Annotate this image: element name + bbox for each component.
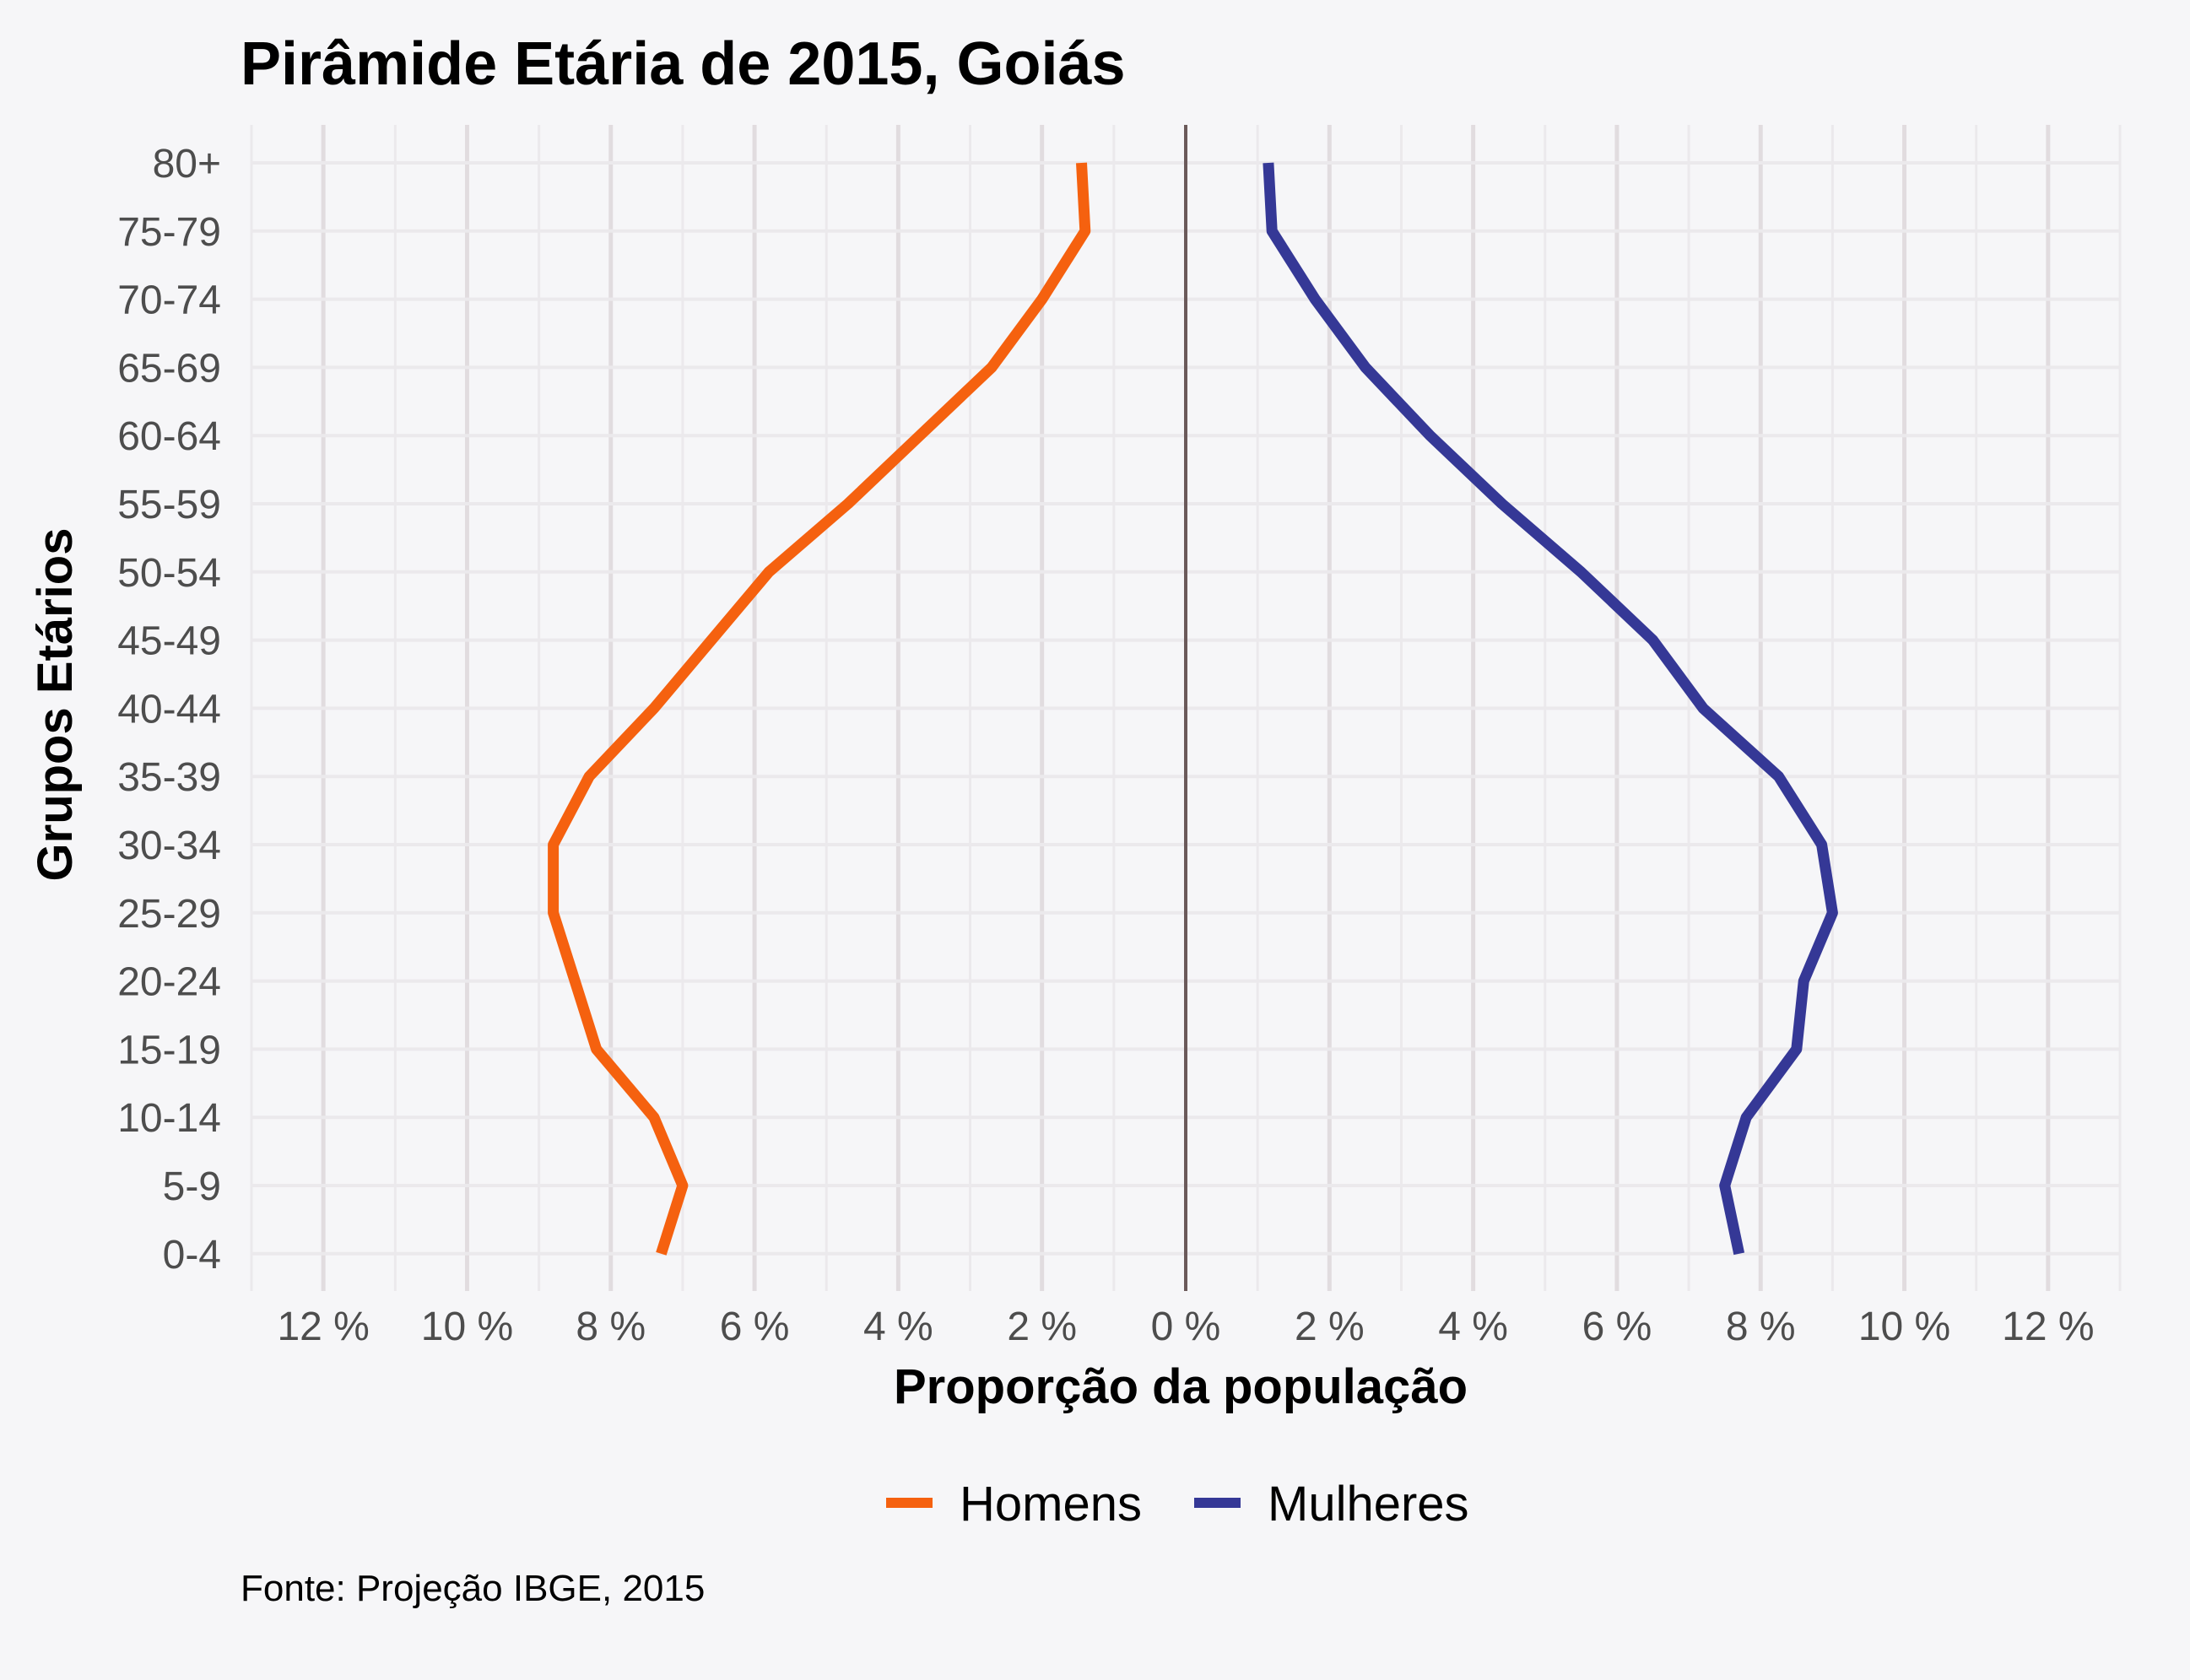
y-tick-label: 30-34	[117, 824, 221, 868]
x-tick-label: 4 %	[1438, 1305, 1508, 1349]
x-tick-label: 2 %	[1007, 1305, 1077, 1349]
x-tick-label: 6 %	[720, 1305, 790, 1349]
y-tick-label: 60-64	[117, 414, 221, 459]
legend-label-mulheres: Mulheres	[1268, 1477, 1469, 1531]
x-tick-label: 6 %	[1582, 1305, 1652, 1349]
y-tick-label: 40-44	[117, 687, 221, 732]
y-tick-label: 10-14	[117, 1096, 221, 1141]
x-tick-labels: 12 % 10 % 8 % 6 % 4 % 2 % 0 % 2 % 4 % 6 % 8 % 10 % 1…	[277, 1305, 2094, 1349]
y-tick-label: 45-49	[117, 619, 221, 664]
x-tick-label: 4 %	[863, 1305, 933, 1349]
x-axis-title: Proporção da população	[894, 1359, 1468, 1414]
y-tick-label: 5-9	[163, 1164, 221, 1209]
y-tick-label: 25-29	[117, 892, 221, 937]
y-tick-label: 55-59	[117, 483, 221, 527]
series-line-mulheres	[1263, 162, 1838, 1256]
x-tick-label: 0 %	[1151, 1305, 1221, 1349]
y-tick-label: 65-69	[117, 346, 221, 391]
y-tick-labels: 0-4 5-9 10-14 15-19 20-24 25-29 30-34 35-39 40-4…	[117, 142, 221, 1278]
y-tick-label: 75-79	[117, 210, 221, 255]
y-tick-label: 15-19	[117, 1028, 221, 1072]
x-tick-label: 12 %	[2002, 1305, 2094, 1349]
x-tick-label: 10 %	[1858, 1305, 1950, 1349]
y-tick-label: 20-24	[117, 960, 221, 1005]
x-tick-label: 8 %	[1726, 1305, 1796, 1349]
y-tick-label: 0-4	[163, 1233, 221, 1278]
y-tick-label: 70-74	[117, 278, 221, 323]
y-tick-label: 35-39	[117, 755, 221, 800]
y-tick-label: 50-54	[117, 551, 221, 596]
series-line-homens	[548, 162, 1091, 1256]
grid-lines	[250, 125, 2122, 1291]
series-lines	[548, 162, 1838, 1256]
x-tick-label: 12 %	[277, 1305, 369, 1349]
legend: Homens Mulheres	[886, 1477, 1469, 1531]
chart-title: Pirâmide Etária de 2015, Goiás	[241, 30, 1126, 98]
x-tick-label: 2 %	[1295, 1305, 1365, 1349]
legend-label-homens: Homens	[960, 1477, 1142, 1531]
y-axis-title: Grupos Etários	[28, 528, 83, 882]
x-tick-label: 10 %	[421, 1305, 513, 1349]
y-tick-label: 80+	[153, 142, 221, 186]
source-caption: Fonte: Projeção IBGE, 2015	[241, 1568, 705, 1609]
x-tick-label: 8 %	[576, 1305, 646, 1349]
